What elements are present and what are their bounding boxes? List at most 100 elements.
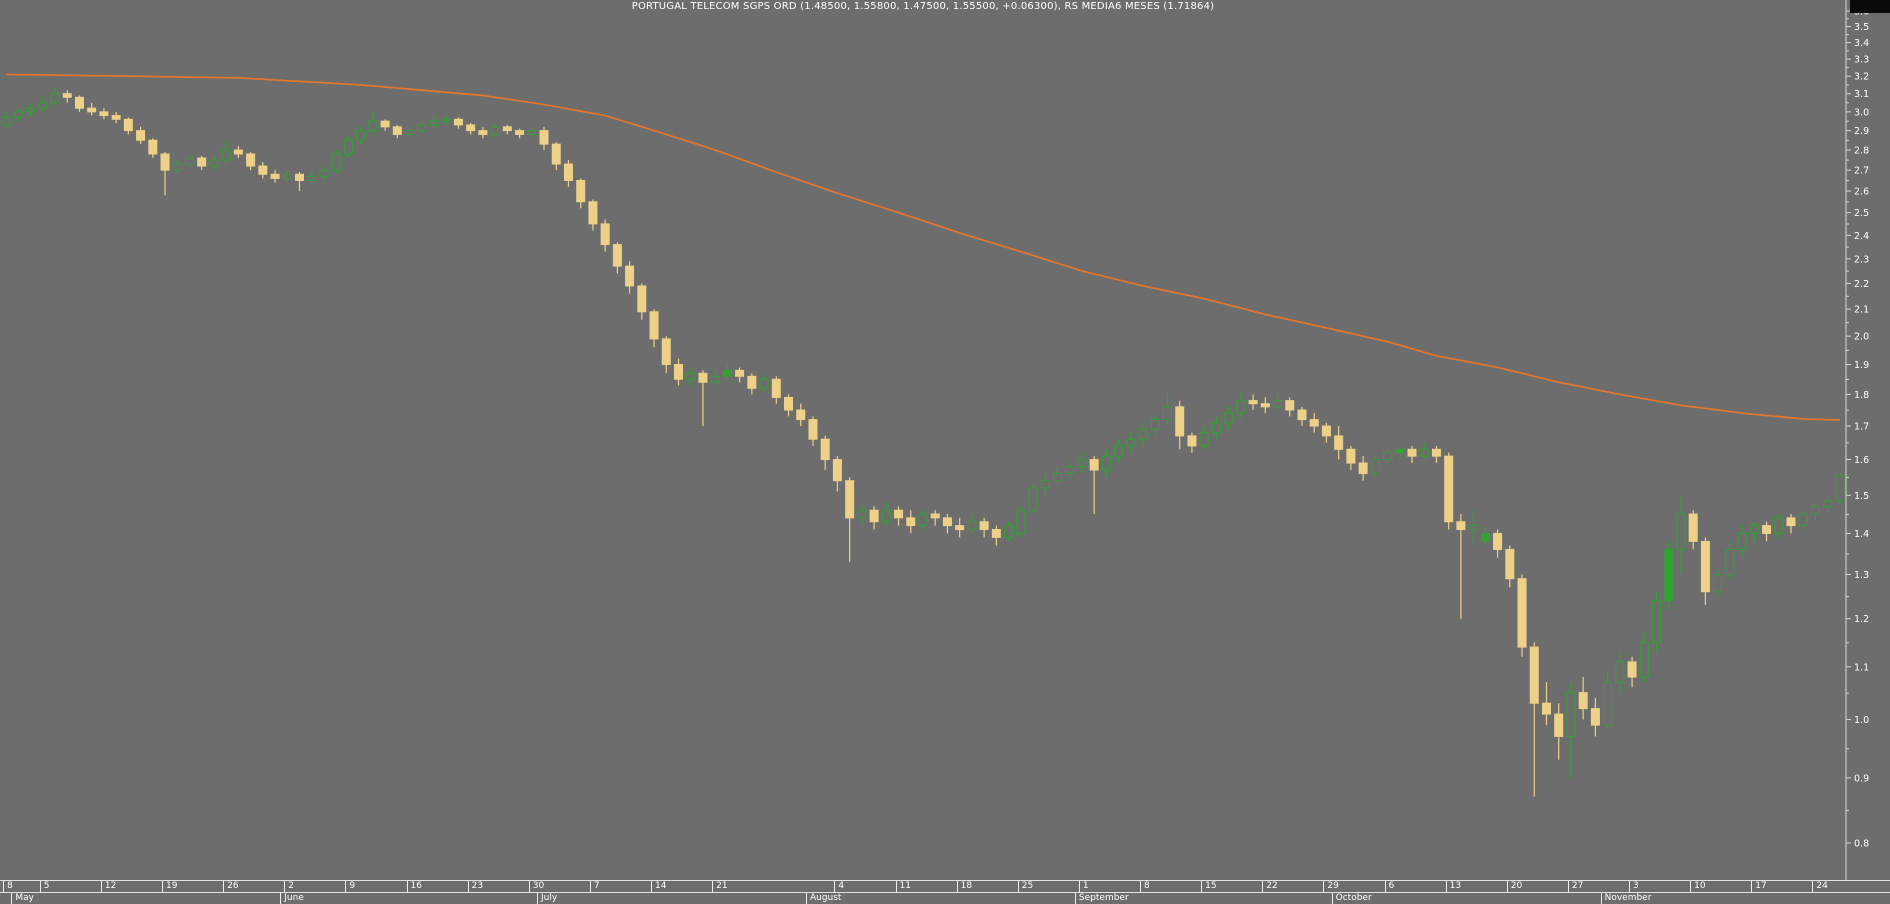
candle-body bbox=[50, 93, 60, 104]
candle-body bbox=[1554, 713, 1564, 737]
candle-body bbox=[1175, 406, 1185, 437]
candle-body bbox=[1028, 487, 1038, 511]
candle-body bbox=[1798, 513, 1808, 527]
x-tick-label: 26 bbox=[223, 881, 239, 892]
candle-body bbox=[1505, 548, 1515, 580]
candle-body bbox=[820, 438, 830, 461]
candle-body bbox=[282, 173, 292, 179]
candle-body bbox=[417, 124, 427, 132]
candle-body bbox=[1664, 548, 1674, 602]
candle-body bbox=[1004, 525, 1014, 538]
candle-body bbox=[1395, 448, 1405, 454]
candle-body bbox=[710, 375, 720, 383]
candle-body bbox=[1285, 400, 1295, 411]
candle-body bbox=[1297, 409, 1307, 421]
x-tick-label: 16 bbox=[406, 881, 422, 892]
candle-body bbox=[967, 521, 977, 531]
y-axis-label: 1.1 bbox=[1854, 662, 1869, 673]
candle-body bbox=[1419, 448, 1429, 457]
candle-body bbox=[1762, 525, 1772, 534]
candle-body bbox=[771, 378, 781, 399]
candle-body bbox=[1236, 400, 1246, 414]
y-axis-label: 0.8 bbox=[1854, 839, 1869, 850]
candle-body bbox=[1383, 452, 1393, 461]
candle-body bbox=[74, 96, 84, 109]
candle-body bbox=[123, 118, 133, 132]
y-axis-label: 2.8 bbox=[1854, 146, 1869, 157]
x-tick-label: 1 bbox=[1078, 881, 1089, 892]
candle-body bbox=[1163, 406, 1173, 421]
x-axis-month-bar: May June July August September October Novembe… bbox=[0, 892, 1890, 904]
x-tick-label: 17 bbox=[1751, 881, 1767, 892]
x-tick-label: 14 bbox=[651, 881, 666, 892]
candle-body bbox=[747, 375, 757, 389]
candle-body bbox=[1737, 532, 1747, 550]
candle-body bbox=[1273, 400, 1283, 408]
x-tick-label: 11 bbox=[895, 881, 911, 892]
chart-background bbox=[0, 0, 1890, 880]
candle-body bbox=[1358, 462, 1368, 475]
candle-body bbox=[930, 513, 940, 519]
candle-body bbox=[136, 130, 146, 141]
candle-body bbox=[453, 118, 463, 126]
candle-body bbox=[270, 173, 280, 179]
candle-body bbox=[1334, 435, 1344, 450]
candle-body bbox=[1517, 578, 1527, 648]
candle-body bbox=[649, 311, 659, 340]
candle-body bbox=[1456, 521, 1466, 531]
y-axis-label: 2.0 bbox=[1854, 332, 1869, 343]
candle-body bbox=[160, 153, 170, 171]
candle-body bbox=[1823, 500, 1833, 507]
candle-body bbox=[62, 93, 72, 98]
candle-body bbox=[1774, 517, 1784, 534]
candle-body bbox=[1713, 573, 1723, 593]
candle-body bbox=[1810, 505, 1820, 515]
candle-body bbox=[881, 509, 891, 523]
candle-body bbox=[1370, 459, 1380, 475]
candle-body bbox=[1493, 532, 1503, 550]
y-axis-label: 3.5 bbox=[1854, 22, 1869, 33]
x-tick-label: 13 bbox=[1445, 881, 1461, 892]
candle-body bbox=[759, 378, 769, 389]
y-axis-label: 2.5 bbox=[1854, 208, 1869, 219]
candle-body bbox=[26, 107, 36, 113]
candle-body bbox=[429, 120, 439, 126]
candle-body bbox=[1431, 448, 1441, 457]
candle-body bbox=[380, 120, 390, 128]
candle-body bbox=[563, 163, 573, 181]
candle-body bbox=[1077, 459, 1087, 468]
candle-body bbox=[722, 369, 732, 377]
x-tick-label: 4 bbox=[834, 881, 844, 892]
candle-body bbox=[246, 153, 256, 167]
candle-body bbox=[1590, 708, 1600, 726]
candle-body bbox=[172, 163, 182, 171]
candle-body bbox=[233, 149, 243, 155]
y-axis-label: 3.3 bbox=[1854, 55, 1869, 66]
candle-body bbox=[356, 130, 366, 141]
candle-body bbox=[1688, 513, 1698, 542]
candle-body bbox=[392, 126, 402, 135]
candle-body bbox=[1040, 480, 1050, 489]
candle-body bbox=[979, 521, 989, 531]
candle-body bbox=[405, 130, 415, 135]
candle-body bbox=[38, 102, 48, 109]
month-label: July bbox=[537, 893, 557, 904]
x-tick-label: 7 bbox=[589, 881, 600, 892]
x-tick-label: 27 bbox=[1567, 881, 1583, 892]
candle-body bbox=[588, 201, 598, 225]
y-axis-label: 2.7 bbox=[1854, 166, 1869, 177]
candle-body bbox=[1138, 428, 1148, 440]
y-axis-label: 1.4 bbox=[1854, 529, 1869, 540]
candle-body bbox=[686, 372, 696, 380]
candle-body bbox=[1114, 445, 1124, 457]
candle-body bbox=[1052, 473, 1062, 482]
candle-body bbox=[184, 157, 194, 165]
candle-body bbox=[600, 223, 610, 246]
x-tick-label: 30 bbox=[528, 881, 544, 892]
candle-body bbox=[148, 139, 158, 155]
candle-body bbox=[918, 513, 928, 527]
month-label: September bbox=[1074, 893, 1129, 904]
x-tick-label: 5 bbox=[39, 881, 50, 892]
candlestick-chart[interactable]: 3.63.53.43.33.23.13.02.92.82.72.62.52.42… bbox=[0, 0, 1890, 880]
